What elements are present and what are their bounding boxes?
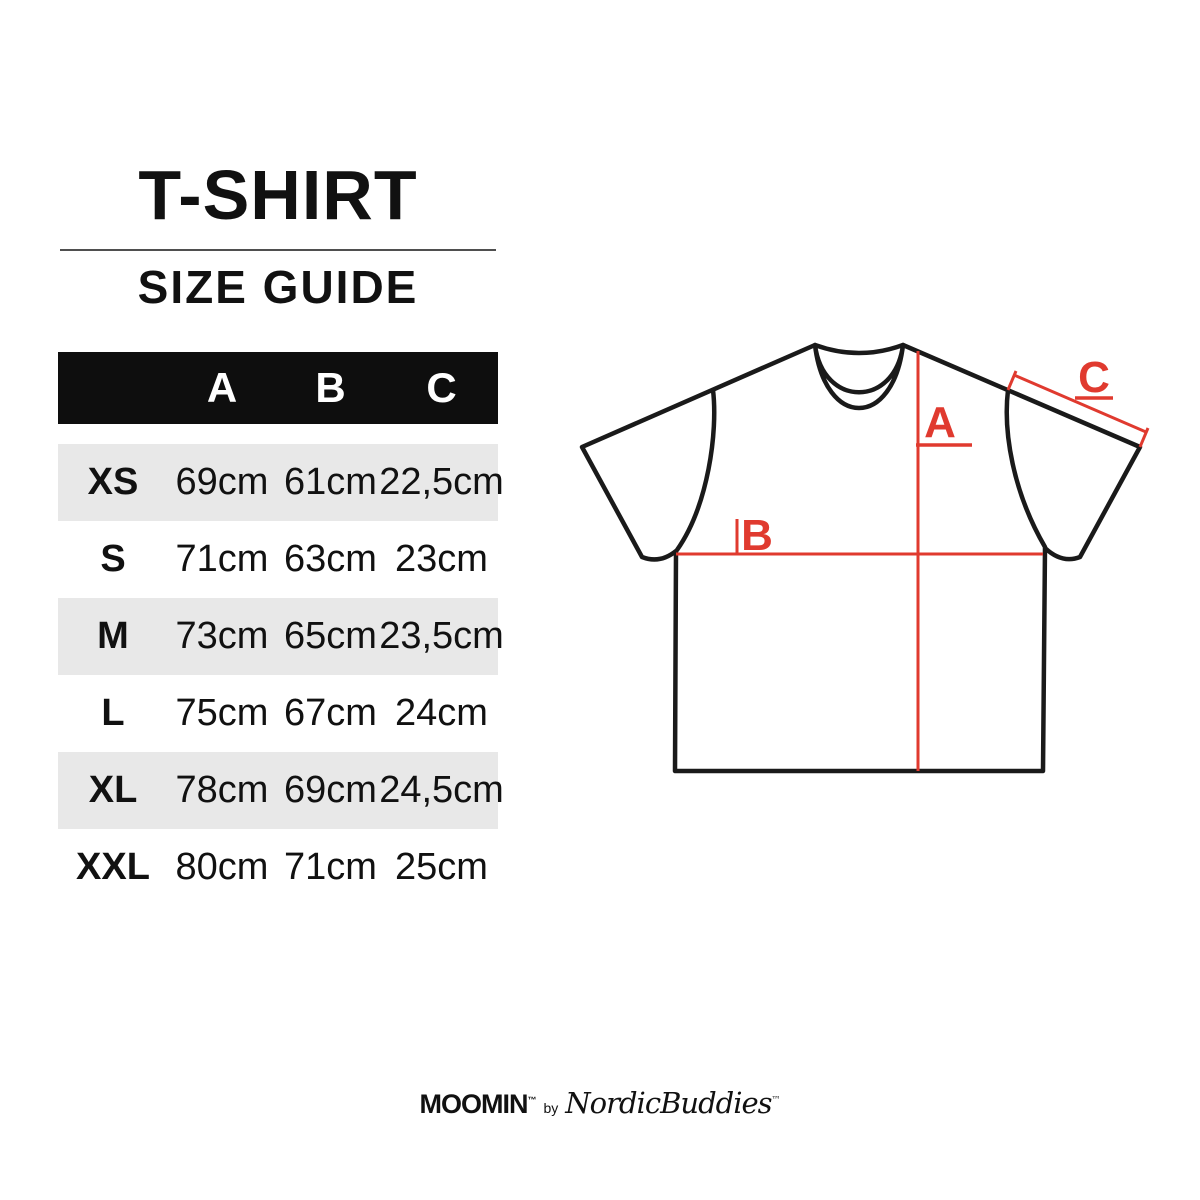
value-b: 69cm [284,769,377,811]
trademark-mark: ™ [771,1095,781,1106]
value-a: 69cm [175,461,269,503]
header-col-a: A [206,364,238,411]
page-subtitle: SIZE GUIDE [137,261,419,313]
label-c: C [1078,353,1110,402]
table-row: L 75cm 67cm 24cm [58,675,498,752]
tshirt-diagram: A B C [579,342,1150,774]
tshirt-outline [579,342,1143,774]
size-label: L [101,692,125,734]
value-a: 73cm [175,615,269,657]
value-b: 61cm [284,461,377,503]
label-a: A [924,398,956,447]
header-col-c: C [426,364,457,411]
label-b: B [741,511,773,560]
measure-c-cap-right [1138,427,1150,448]
value-c: 23cm [395,538,488,580]
table-row: M 73cm 65cm 23,5cm [58,598,504,675]
measurement-labels: A B C [741,353,1110,560]
measure-line-c [1013,373,1147,434]
tshirt-collar [812,342,906,411]
moomin-logo: MOOMIN™ [420,1089,537,1120]
nordicbuddies-wordmark: NordicBuddies [565,1086,772,1120]
size-label: XL [88,769,138,811]
table-row: XS 69cm 61cm 22,5cm [58,444,504,521]
value-c: 23,5cm [379,615,504,657]
page-title: T-SHIRT [138,156,418,234]
value-c: 24,5cm [379,769,504,811]
value-b: 65cm [284,615,377,657]
value-a: 75cm [175,692,269,734]
nordicbuddies-logo: NordicBuddies™ [565,1086,780,1120]
value-c: 25cm [395,846,488,888]
table-row: XL 78cm 69cm 24,5cm [58,752,504,829]
value-b: 67cm [284,692,377,734]
by-text: by [543,1100,559,1116]
title-block: T-SHIRT SIZE GUIDE [58,160,498,310]
size-label: M [97,615,129,657]
size-table: A B C XS 69cm 61cm 22,5cm S 71cm 63cm 23… [58,352,504,906]
value-c: 22,5cm [379,461,504,503]
value-a: 80cm [175,846,269,888]
measurement-lines [676,351,1150,771]
size-label: XXL [76,846,150,888]
brand-footer: MOOMIN™ by NordicBuddies™ [420,1086,781,1126]
value-b: 63cm [284,538,377,580]
header-col-b: B [315,364,346,411]
header-corner-cell [58,352,168,424]
moomin-wordmark: MOOMIN [419,1089,529,1119]
size-label: XS [87,461,139,503]
value-a: 78cm [175,769,269,811]
value-b: 71cm [284,846,377,888]
value-a: 71cm [175,538,269,580]
size-label: S [100,538,126,580]
table-row: XXL 80cm 71cm 25cm [58,829,498,906]
title-divider [60,249,496,251]
value-c: 24cm [395,692,488,734]
table-row: S 71cm 63cm 23cm [58,521,498,598]
measure-c-cap-left [1006,370,1018,391]
table-header-row: A B C [58,352,498,424]
trademark-mark: ™ [527,1095,537,1105]
